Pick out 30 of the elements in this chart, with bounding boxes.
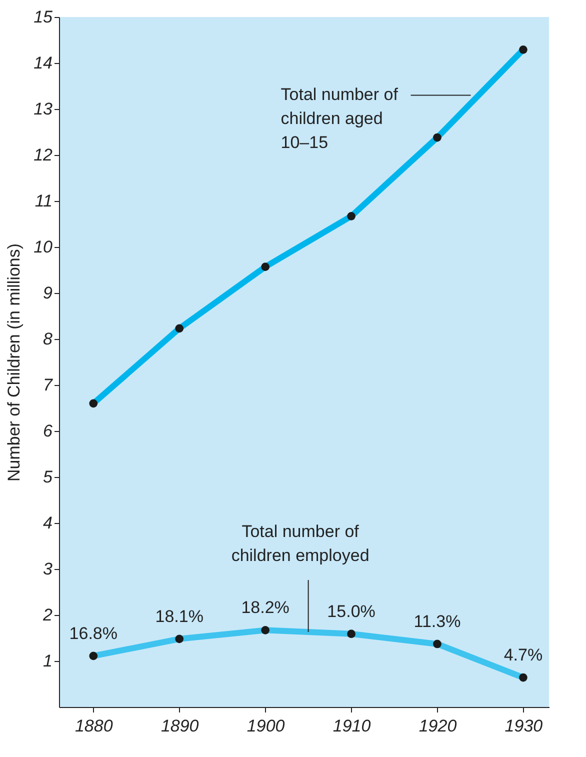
y-tick-label: 14 [34, 54, 52, 72]
y-tick-label: 11 [34, 192, 52, 210]
x-tick-label: 1930 [504, 716, 544, 736]
annotation: Total number of children aged 10–15 [280, 85, 398, 152]
x-tick-label: 1920 [418, 716, 458, 736]
y-tick-label: 5 [43, 468, 54, 486]
y-tick-label: 6 [43, 422, 54, 440]
x-tick-label: 1900 [246, 716, 286, 736]
y-axis-title: Number of Children (in millions) [4, 243, 24, 482]
x-tick-label: 1910 [332, 716, 372, 736]
annotation: 15.0% [327, 602, 376, 621]
annotation: 16.8% [69, 624, 118, 643]
y-tick-label: 3 [43, 560, 54, 578]
y-tick-label: 4 [43, 514, 52, 532]
annotation: 18.2% [241, 598, 290, 618]
x-tick-label: 1880 [74, 716, 114, 736]
annotation: Total number of children employed [231, 522, 370, 566]
y-tick-label: 2 [42, 606, 54, 624]
annotation: 18.1% [155, 606, 204, 626]
y-tick-label: 10 [34, 238, 54, 256]
annotation: 11.3% [414, 612, 461, 631]
y-tick-label: 15 [34, 8, 54, 26]
y-tick-label: 7 [43, 376, 54, 394]
y-tick-label: 8 [43, 330, 54, 348]
y-tick-label: 1 [43, 652, 52, 670]
y-tick-label: 9 [43, 284, 54, 302]
annotation: 4.7% [504, 646, 543, 665]
y-tick-label: 12 [34, 146, 54, 164]
x-tick-label: 1890 [160, 716, 200, 736]
y-tick-label: 13 [34, 100, 54, 118]
